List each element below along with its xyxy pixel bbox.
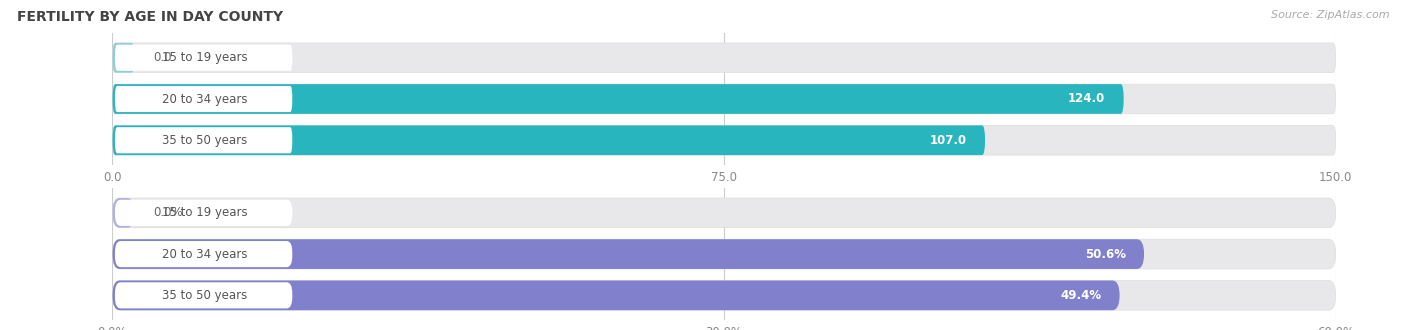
FancyBboxPatch shape <box>112 84 1123 114</box>
Text: 0.0: 0.0 <box>153 51 172 64</box>
Text: FERTILITY BY AGE IN DAY COUNTY: FERTILITY BY AGE IN DAY COUNTY <box>17 10 283 24</box>
FancyBboxPatch shape <box>112 280 1119 310</box>
Text: Source: ZipAtlas.com: Source: ZipAtlas.com <box>1271 10 1389 20</box>
FancyBboxPatch shape <box>115 86 292 112</box>
Text: 107.0: 107.0 <box>929 134 967 147</box>
FancyBboxPatch shape <box>112 43 1336 73</box>
FancyBboxPatch shape <box>112 239 1336 269</box>
Text: 15 to 19 years: 15 to 19 years <box>162 51 247 64</box>
FancyBboxPatch shape <box>112 198 135 228</box>
Text: 35 to 50 years: 35 to 50 years <box>162 289 247 302</box>
FancyBboxPatch shape <box>115 127 292 153</box>
Text: 49.4%: 49.4% <box>1060 289 1101 302</box>
Text: 20 to 34 years: 20 to 34 years <box>162 92 247 106</box>
Text: 0.0%: 0.0% <box>153 206 183 219</box>
FancyBboxPatch shape <box>112 198 1336 228</box>
Text: 20 to 34 years: 20 to 34 years <box>162 248 247 261</box>
FancyBboxPatch shape <box>112 239 1144 269</box>
FancyBboxPatch shape <box>112 84 1336 114</box>
FancyBboxPatch shape <box>115 282 292 309</box>
Text: 50.6%: 50.6% <box>1084 248 1126 261</box>
Text: 35 to 50 years: 35 to 50 years <box>162 134 247 147</box>
Text: 15 to 19 years: 15 to 19 years <box>162 206 247 219</box>
FancyBboxPatch shape <box>112 280 1336 310</box>
FancyBboxPatch shape <box>112 125 986 155</box>
FancyBboxPatch shape <box>115 45 292 71</box>
FancyBboxPatch shape <box>112 125 1336 155</box>
Text: 124.0: 124.0 <box>1069 92 1105 106</box>
FancyBboxPatch shape <box>112 43 135 73</box>
FancyBboxPatch shape <box>115 241 292 267</box>
FancyBboxPatch shape <box>115 200 292 226</box>
